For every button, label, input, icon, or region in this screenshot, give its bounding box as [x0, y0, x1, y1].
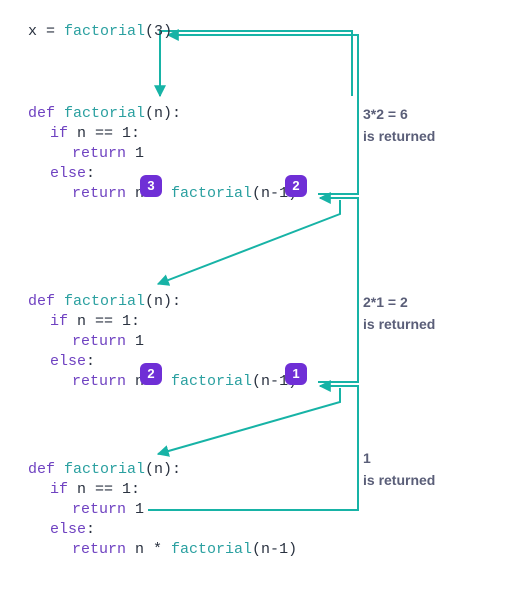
- code-block-1-line-2: return 1: [72, 332, 144, 352]
- code-block-1-line-0: def factorial(n):: [28, 292, 181, 312]
- return-annotation-1: 2*1 = 2is returned: [363, 294, 503, 332]
- code-block-2-line-2: return 1: [72, 500, 144, 520]
- code-block-2-line-3: else:: [50, 520, 95, 540]
- code-block-1-line-3: else:: [50, 352, 95, 372]
- code-block-0-line-4: return n * factorial(n-1): [72, 184, 297, 204]
- code-block-2-line-0: def factorial(n):: [28, 460, 181, 480]
- code-block-2-line-4: return n * factorial(n-1): [72, 540, 297, 560]
- code-block-1-line-1: if n == 1:: [50, 312, 140, 332]
- return-annotation-2: 1is returned: [363, 450, 503, 488]
- value-badge-2: 2: [140, 363, 162, 385]
- code-block-1-line-4: return n * factorial(n-1): [72, 372, 297, 392]
- code-block-0-line-0: def factorial(n):: [28, 104, 181, 124]
- code-top-line: x = factorial(3): [28, 22, 172, 42]
- value-badge-3: 1: [285, 363, 307, 385]
- code-block-0-line-2: return 1: [72, 144, 144, 164]
- return-annotation-0: 3*2 = 6is returned: [363, 106, 503, 144]
- code-block-0-line-3: else:: [50, 164, 95, 184]
- code-block-2-line-1: if n == 1:: [50, 480, 140, 500]
- code-block-0-line-1: if n == 1:: [50, 124, 140, 144]
- value-badge-1: 2: [285, 175, 307, 197]
- value-badge-0: 3: [140, 175, 162, 197]
